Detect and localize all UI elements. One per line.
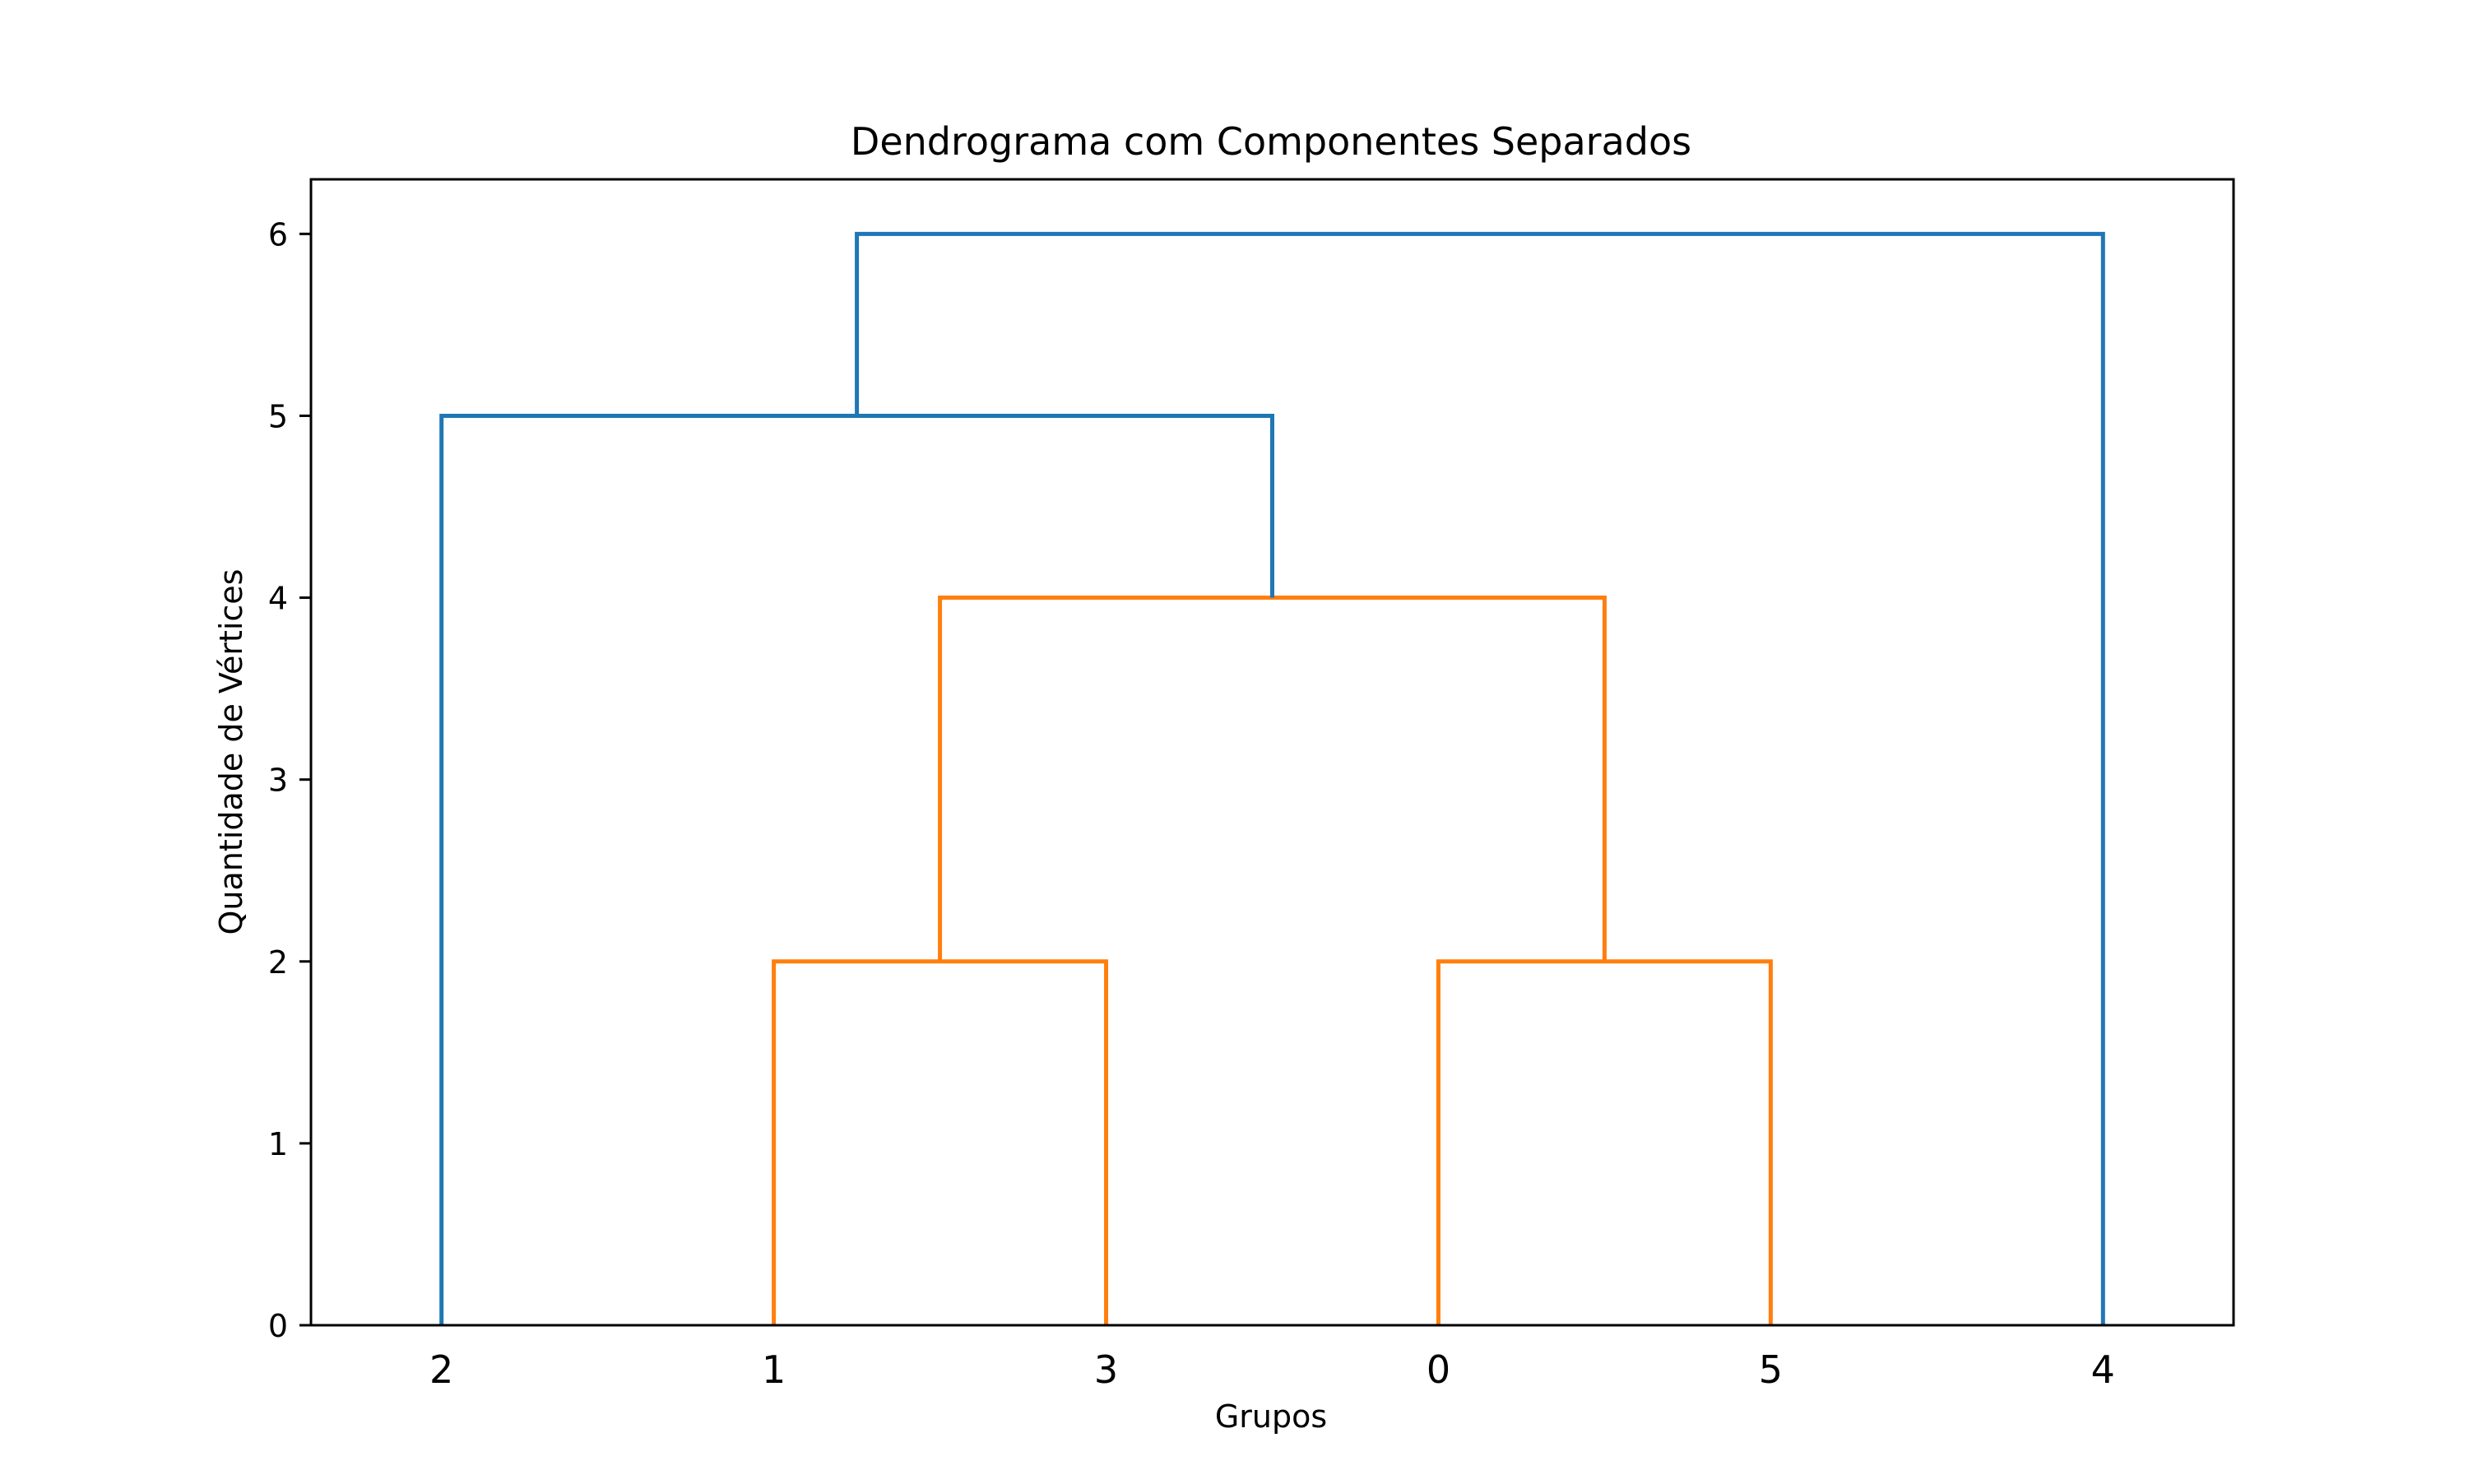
y-tick-label: 4: [268, 581, 288, 617]
leaf-label: 4: [2091, 1347, 2115, 1392]
y-tick-label: 2: [268, 944, 288, 981]
plot-area: [439, 231, 2105, 1325]
y-tick-label: 0: [268, 1308, 288, 1344]
leaf-label: 3: [1094, 1347, 1118, 1392]
dendrogram-link: [439, 413, 1274, 1325]
leaf-label: 0: [1427, 1347, 1450, 1392]
y-axis-label: Quantidade de Vértices: [213, 569, 249, 935]
plot-frame: [309, 178, 2235, 1327]
x-axis: 2 1 3 0 5 4: [429, 1347, 2115, 1392]
dendrogram-link: [772, 959, 1109, 1325]
y-tick-label: 6: [268, 216, 288, 253]
y-tick-label: 1: [268, 1126, 288, 1162]
y-tick-label: 3: [268, 763, 288, 799]
dendrogram-link: [1436, 959, 1773, 1325]
leaf-label: 1: [762, 1347, 786, 1392]
leaf-label: 5: [1759, 1347, 1783, 1392]
dendrogram-link: [855, 231, 2105, 1325]
y-axis: 0 1 2 3 4 5 6: [268, 216, 311, 1344]
leaf-label: 2: [429, 1347, 453, 1392]
y-tick-label: 5: [268, 398, 288, 434]
chart-title: Dendrograma com Componentes Separados: [851, 119, 1691, 164]
x-axis-label: Grupos: [1215, 1398, 1327, 1435]
dendrogram-link: [938, 596, 1607, 962]
